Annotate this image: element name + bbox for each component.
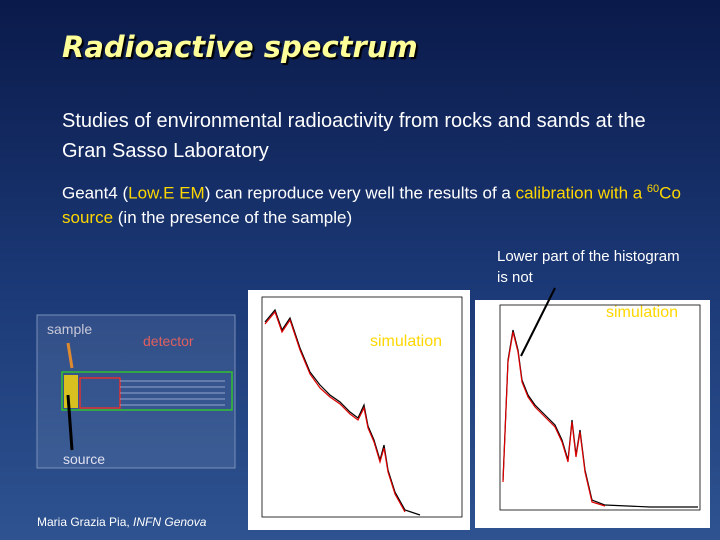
detail-run: Low.E EM <box>128 183 205 203</box>
data-label: data <box>628 338 660 355</box>
simulation-label: simulation <box>370 333 443 350</box>
detail-run: Co source <box>62 183 681 227</box>
detail-run: (in the presence of the sample) <box>113 207 353 227</box>
plot-right <box>475 300 710 528</box>
plot-left-frame <box>261 296 463 518</box>
note: Lower part of the histogram is not <box>497 248 680 286</box>
simulation-label: simulation <box>606 304 679 321</box>
sample-label: sample <box>47 321 93 337</box>
plot-left <box>248 290 470 530</box>
sample-shape <box>64 375 78 408</box>
plot-right-frame <box>499 304 701 511</box>
footer: Maria Grazia Pia, INFN Genova <box>37 515 206 529</box>
detail-run: calibration with a <box>515 183 647 203</box>
simulation-curve-right <box>502 331 606 507</box>
sample-arrow <box>66 342 74 369</box>
detail-text: Geant4 (Low.E EM) can reproduce very wel… <box>62 177 682 230</box>
isotope-mass: 60 <box>646 183 660 195</box>
detail-run: Geant4 ( <box>62 183 129 203</box>
shield <box>61 371 233 411</box>
slide-title: Radioactive spectrum <box>62 30 418 64</box>
data-label: data <box>392 368 424 385</box>
detector-label: detector <box>143 333 194 349</box>
detail-run: ) can reproduce very well the results of… <box>204 183 516 203</box>
geometry-lines <box>120 380 225 406</box>
simulation-curve <box>264 310 406 513</box>
footer-author: Maria Grazia Pia, <box>37 515 134 529</box>
source-label: source <box>63 451 106 467</box>
source-arrow <box>66 394 74 451</box>
intro-text: Studies of environmental radioactivity f… <box>62 110 646 162</box>
note-arrow <box>520 287 556 357</box>
footer-affiliation: INFN Genova <box>133 515 207 529</box>
